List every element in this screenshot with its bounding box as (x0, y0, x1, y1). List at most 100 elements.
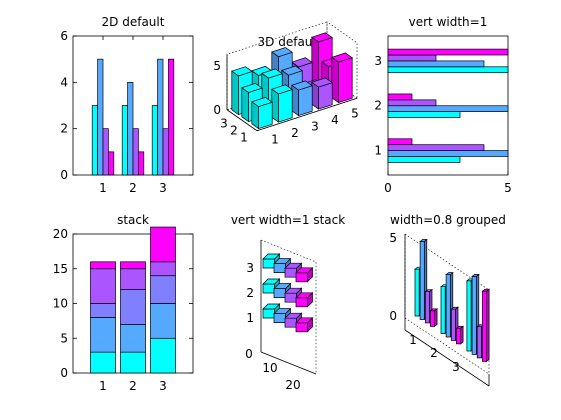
p3-bar (388, 112, 460, 118)
p6-bar-front (456, 328, 460, 344)
p5-segment-front (263, 259, 275, 268)
p2-bar-front (339, 58, 353, 103)
p4-xtick-label: 2 (129, 379, 137, 393)
p3-bar (388, 67, 508, 73)
p6-bar-front (441, 287, 445, 334)
p1-ytick-label: 4 (60, 75, 68, 89)
p1-ytick-label: 0 (60, 168, 68, 182)
title-width-08-grouped: width=0.8 grouped (390, 213, 506, 227)
p3-bar (388, 55, 436, 61)
p2-series-tick-label: 5 (351, 107, 359, 121)
p3-bar (388, 151, 508, 157)
p4-bar-segment (91, 317, 116, 352)
p1-xtick-label: 3 (159, 181, 167, 195)
p6-bar-front (477, 327, 481, 358)
p1-xtick-label: 1 (99, 181, 107, 195)
p3-bar (388, 61, 484, 67)
title-vert-width-1: vert width=1 (409, 15, 488, 29)
title-2d-default: 2D default (102, 15, 165, 29)
p6-bar-front (430, 311, 434, 327)
p6-bar-front (451, 309, 455, 340)
p2-category-tick-label: 1 (240, 130, 248, 144)
p5-dtick-label: 20 (285, 378, 300, 392)
p2-ztick-label: 0 (213, 103, 221, 117)
p5-vtick-label: 1 (246, 311, 254, 325)
p5-segment-front (296, 273, 308, 282)
p5-vtick-label: 3 (246, 261, 254, 275)
p6-bar-side (435, 309, 438, 327)
p4-bar-segment (151, 227, 176, 262)
p5-dtick-label: 10 (262, 361, 277, 375)
p4-bar-segment (91, 262, 116, 269)
p5-segment-front (274, 289, 286, 298)
p3-ytick-label: 2 (374, 99, 382, 113)
p4-ytick-label: 10 (53, 297, 68, 311)
p5-segment-front (285, 318, 297, 327)
p6-bar-front (415, 269, 419, 316)
p4-bar-segment (121, 290, 146, 325)
p3-ytick-label: 3 (374, 54, 382, 68)
p6-ztick-label: 5 (389, 231, 397, 245)
p2-series-tick-label: 3 (311, 120, 319, 134)
p6-bar-front (472, 276, 476, 354)
p3-bar (388, 106, 508, 112)
p3-bar (388, 139, 412, 145)
p1-bar (158, 59, 163, 175)
p5-segment-front (274, 264, 286, 273)
p4-ytick-label: 5 (60, 331, 68, 345)
p3-ytick-label: 1 (374, 144, 382, 158)
p2-category-tick-label: 2 (230, 123, 238, 137)
p4-bar-segment (121, 352, 146, 373)
p3-bar (388, 94, 412, 100)
p6-category-tick-label: 1 (409, 333, 417, 347)
p4-bar-segment (151, 338, 176, 373)
p2-bar-side (242, 88, 249, 122)
p1-bar (138, 152, 143, 175)
p4-xtick-label: 1 (99, 379, 107, 393)
title-stack: stack (117, 213, 149, 227)
p1-bar (98, 59, 103, 175)
p4-ytick-label: 15 (53, 262, 68, 276)
p6-bar-front (420, 242, 424, 320)
p4-ytick-label: 20 (53, 227, 68, 241)
p3-bar (388, 100, 436, 106)
p1-bar (133, 129, 138, 175)
p6-bar-front (467, 281, 471, 351)
p3-xtick-label: 5 (504, 181, 512, 195)
p2-bar-front (279, 90, 293, 123)
p6-category-tick-label: 2 (430, 346, 438, 360)
p1-bar (122, 106, 127, 176)
p1-ytick-label: 2 (60, 122, 68, 136)
p1-xtick-label: 2 (129, 181, 137, 195)
p2-category-tick-label: 3 (220, 116, 228, 130)
p5-segment-front (263, 309, 275, 318)
p4-bar-segment (151, 304, 176, 339)
title-vert-width-1-stack: vert width=1 stack (231, 213, 345, 227)
p4-bar-segment (151, 262, 176, 276)
p4-bar-segment (91, 269, 116, 304)
p5-segment-front (296, 298, 308, 307)
p1-bar (152, 106, 157, 176)
p4-bar-segment (91, 304, 116, 318)
p1-bar (92, 106, 97, 176)
p4-bar-segment (91, 352, 116, 373)
p1-ytick-label: 6 (60, 29, 68, 43)
p3-xtick-label: 0 (384, 181, 392, 195)
p2-series-tick-label: 2 (291, 126, 299, 140)
p4-ytick-label: 0 (60, 366, 68, 380)
p5-segment-front (285, 293, 297, 302)
p5-segment-front (285, 268, 297, 277)
p2-series-tick-label: 1 (271, 133, 279, 147)
p5-vtick-label: 2 (246, 286, 254, 300)
p6-ztick-label: 0 (389, 309, 397, 323)
p6-bar-front (482, 291, 486, 361)
p5-segment-front (296, 323, 308, 332)
p6-bar-side (487, 289, 490, 361)
p5-segment-front (263, 284, 275, 293)
p1-bar (168, 59, 173, 175)
p2-series-tick-label: 4 (331, 113, 339, 127)
p1-bar (163, 129, 168, 175)
p3-bar (388, 49, 508, 55)
p5-segment-front (274, 314, 286, 323)
